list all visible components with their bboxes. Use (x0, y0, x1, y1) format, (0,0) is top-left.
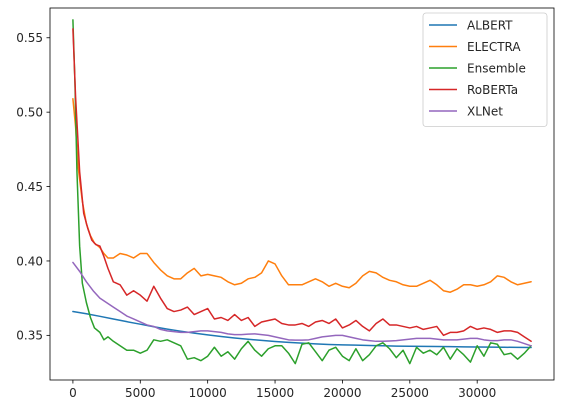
y-tick-label: 0.50 (16, 105, 43, 119)
series-line-roberta (72, 28, 532, 343)
axes: 0 5000 10000 15000 20000 25000 30000 0.35 0.40 0.… (16, 7, 555, 400)
legend-label-electra: ELECTRA (467, 40, 521, 54)
y-tick-label: 0.55 (16, 31, 43, 45)
plot-frame (49, 7, 555, 381)
y-tick-label: 0.45 (16, 180, 43, 194)
x-tick-label: 0 (69, 386, 77, 400)
legend-box (422, 12, 548, 127)
x-tick-label: 10000 (189, 386, 227, 400)
legend-label-ensemble: Ensemble (467, 61, 526, 75)
series-line-electra (72, 98, 532, 293)
x-tick-label: 15000 (256, 386, 294, 400)
x-tick-label: 30000 (458, 386, 496, 400)
series-lines (72, 19, 532, 365)
x-tick-label: 20000 (323, 386, 361, 400)
legend-label-roberta: RoBERTa (467, 83, 518, 97)
x-tick-label: 25000 (391, 386, 429, 400)
legend-label-albert: ALBERT (467, 18, 513, 32)
legend-label-xlnet: XLNet (467, 104, 503, 118)
series-line-ensemble (72, 19, 532, 365)
y-tick-label: 0.40 (16, 254, 43, 268)
y-tick-label: 0.35 (16, 329, 43, 343)
x-tick-label: 5000 (125, 386, 156, 400)
legend: ALBERT ELECTRA Ensemble RoBERTa XLNet (422, 12, 548, 127)
series-line-xlnet (72, 261, 532, 347)
